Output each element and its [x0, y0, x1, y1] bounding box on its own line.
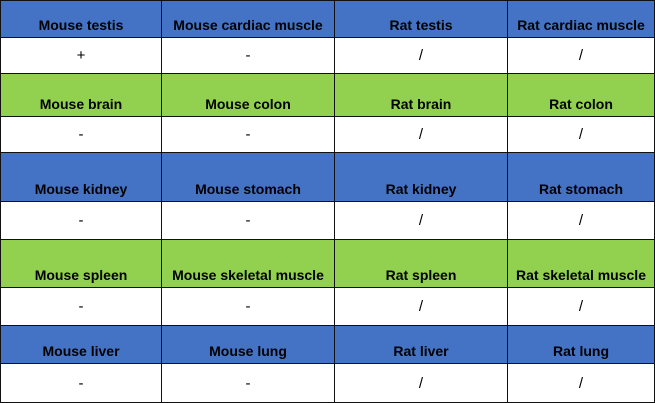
value-cell-rat-spleen: /	[335, 288, 508, 326]
header-cell-mouse-liver: Mouse liver	[0, 326, 162, 364]
header-cell-rat-spleen: Rat spleen	[335, 240, 508, 288]
header-cell-rat-cardiac-muscle: Rat cardiac muscle	[508, 0, 655, 38]
header-cell-rat-skeletal-muscle: Rat skeletal muscle	[508, 240, 655, 288]
header-row-spleen-skeletal: Mouse spleen Mouse skeletal muscle Rat s…	[0, 240, 655, 288]
header-cell-rat-kidney: Rat kidney	[335, 153, 508, 202]
value-cell-mouse-spleen: -	[0, 288, 162, 326]
value-cell-rat-cardiac-muscle: /	[508, 38, 655, 74]
header-cell-mouse-colon: Mouse colon	[162, 74, 335, 117]
value-cell-mouse-kidney: -	[0, 202, 162, 240]
value-cell-mouse-colon: -	[162, 117, 335, 153]
header-row-kidney-stomach: Mouse kidney Mouse stomach Rat kidney Ra…	[0, 153, 655, 202]
value-cell-rat-brain: /	[335, 117, 508, 153]
value-cell-rat-stomach: /	[508, 202, 655, 240]
value-cell-mouse-lung: -	[162, 364, 335, 403]
value-cell-rat-colon: /	[508, 117, 655, 153]
value-row-kidney-stomach: - - / /	[0, 202, 655, 240]
value-cell-mouse-cardiac-muscle: -	[162, 38, 335, 74]
header-cell-rat-lung: Rat lung	[508, 326, 655, 364]
value-cell-mouse-skeletal-muscle: -	[162, 288, 335, 326]
header-row-brain-colon: Mouse brain Mouse colon Rat brain Rat co…	[0, 74, 655, 117]
value-row-testis-cardiac: + - / /	[0, 38, 655, 74]
value-cell-mouse-stomach: -	[162, 202, 335, 240]
header-cell-mouse-testis: Mouse testis	[0, 0, 162, 38]
header-cell-mouse-lung: Mouse lung	[162, 326, 335, 364]
header-row-testis-cardiac: Mouse testis Mouse cardiac muscle Rat te…	[0, 0, 655, 38]
header-cell-rat-testis: Rat testis	[335, 0, 508, 38]
header-cell-mouse-cardiac-muscle: Mouse cardiac muscle	[162, 0, 335, 38]
header-cell-rat-stomach: Rat stomach	[508, 153, 655, 202]
header-cell-rat-liver: Rat liver	[335, 326, 508, 364]
value-row-liver-lung: - - / /	[0, 364, 655, 403]
header-cell-rat-colon: Rat colon	[508, 74, 655, 117]
value-cell-rat-skeletal-muscle: /	[508, 288, 655, 326]
header-cell-mouse-kidney: Mouse kidney	[0, 153, 162, 202]
value-cell-rat-kidney: /	[335, 202, 508, 240]
value-row-brain-colon: - - / /	[0, 117, 655, 153]
header-cell-rat-brain: Rat brain	[335, 74, 508, 117]
value-cell-rat-testis: /	[335, 38, 508, 74]
header-cell-mouse-brain: Mouse brain	[0, 74, 162, 117]
value-cell-mouse-brain: -	[0, 117, 162, 153]
header-cell-mouse-stomach: Mouse stomach	[162, 153, 335, 202]
value-cell-rat-lung: /	[508, 364, 655, 403]
value-cell-rat-liver: /	[335, 364, 508, 403]
header-cell-mouse-skeletal-muscle: Mouse skeletal muscle	[162, 240, 335, 288]
value-row-spleen-skeletal: - - / /	[0, 288, 655, 326]
header-cell-mouse-spleen: Mouse spleen	[0, 240, 162, 288]
header-row-liver-lung: Mouse liver Mouse lung Rat liver Rat lun…	[0, 326, 655, 364]
value-cell-mouse-testis: +	[0, 38, 162, 74]
value-cell-mouse-liver: -	[0, 364, 162, 403]
